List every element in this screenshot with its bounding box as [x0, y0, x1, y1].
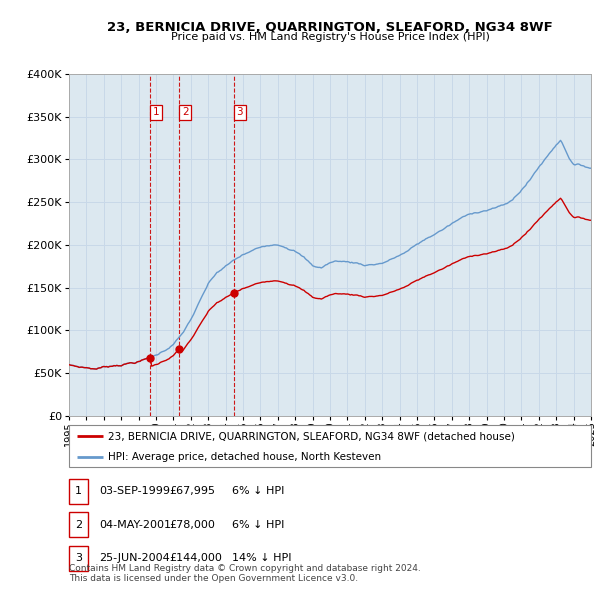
Text: 6% ↓ HPI: 6% ↓ HPI [232, 486, 284, 496]
Text: £78,000: £78,000 [169, 520, 215, 530]
Text: £144,000: £144,000 [169, 553, 222, 563]
Text: 1: 1 [153, 107, 160, 117]
Text: 23, BERNICIA DRIVE, QUARRINGTON, SLEAFORD, NG34 8WF (detached house): 23, BERNICIA DRIVE, QUARRINGTON, SLEAFOR… [108, 431, 515, 441]
Text: 25-JUN-2004: 25-JUN-2004 [99, 553, 170, 563]
Text: Price paid vs. HM Land Registry's House Price Index (HPI): Price paid vs. HM Land Registry's House … [170, 32, 490, 42]
Text: 23, BERNICIA DRIVE, QUARRINGTON, SLEAFORD, NG34 8WF: 23, BERNICIA DRIVE, QUARRINGTON, SLEAFOR… [107, 21, 553, 34]
Text: 03-SEP-1999: 03-SEP-1999 [99, 486, 170, 496]
Text: 1: 1 [75, 486, 82, 496]
Text: 2: 2 [75, 520, 82, 530]
FancyBboxPatch shape [69, 425, 591, 467]
Text: 3: 3 [75, 553, 82, 563]
Text: 3: 3 [236, 107, 243, 117]
Text: 6% ↓ HPI: 6% ↓ HPI [232, 520, 284, 530]
Text: £67,995: £67,995 [169, 486, 215, 496]
Text: 2: 2 [182, 107, 188, 117]
Text: 14% ↓ HPI: 14% ↓ HPI [232, 553, 292, 563]
Text: 04-MAY-2001: 04-MAY-2001 [99, 520, 171, 530]
Text: HPI: Average price, detached house, North Kesteven: HPI: Average price, detached house, Nort… [108, 452, 381, 461]
Text: Contains HM Land Registry data © Crown copyright and database right 2024.
This d: Contains HM Land Registry data © Crown c… [69, 563, 421, 583]
